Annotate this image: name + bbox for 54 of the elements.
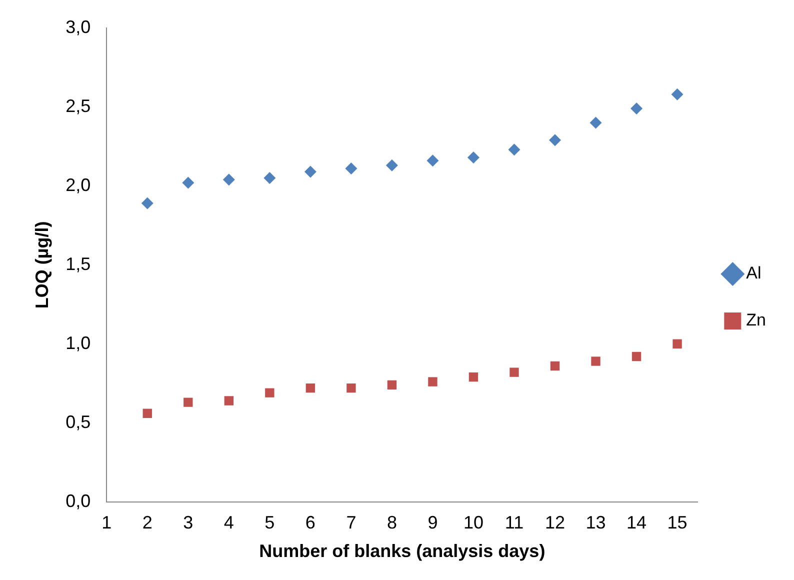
y-tick-label: 2,5 [66,96,91,116]
x-tick-label: 7 [346,512,356,533]
point [387,380,397,390]
point [426,154,439,167]
point [590,116,602,129]
x-tick-label: 5 [264,512,275,533]
point [306,383,316,393]
x-tick-label: 3 [183,512,194,533]
point [182,176,194,189]
x-axis-title: Number of blanks (analysis days) [259,541,546,562]
x-tick-label: 10 [463,512,484,533]
x-tick-label: 8 [386,512,397,533]
point [591,356,600,366]
point [630,102,643,115]
legend-label: Al [746,264,762,283]
point [265,388,274,398]
x-tick-label: 12 [544,512,566,533]
point [141,197,154,210]
point [142,408,152,418]
point [508,144,520,156]
x-tick-label: 6 [305,512,316,533]
point [468,372,478,382]
point [224,396,234,406]
point [671,88,684,100]
y-tick-label: 3,0 [66,16,91,37]
y-tick-label: 0,5 [66,412,91,432]
y-axis-title: LOQ (µg/l) [32,221,52,309]
y-tick-label: 1,0 [66,332,91,353]
x-tick-label: 11 [504,512,524,533]
x-tick-label: 13 [586,512,606,533]
y-tick-label: 2,0 [66,174,91,195]
x-tick-label: 1 [102,512,112,533]
x-tick-label: 2 [142,512,152,533]
x-tick-label: 15 [667,512,688,533]
point [632,352,642,362]
point [304,166,316,178]
point [346,383,356,393]
point [222,174,235,186]
point [672,339,682,348]
x-tick-label: 14 [626,512,647,533]
y-tick-label: 1,5 [66,254,91,274]
x-tick-label: 4 [224,512,234,533]
y-tick-label: 0,0 [66,490,91,511]
point [264,172,276,184]
x-tick-label: 9 [428,512,438,533]
point [345,162,358,175]
point [428,377,438,386]
point [550,361,560,371]
point [510,368,519,377]
legend-label: Zn [746,310,766,330]
point [184,398,193,407]
point [467,152,480,164]
point [548,134,561,146]
point [386,159,398,172]
